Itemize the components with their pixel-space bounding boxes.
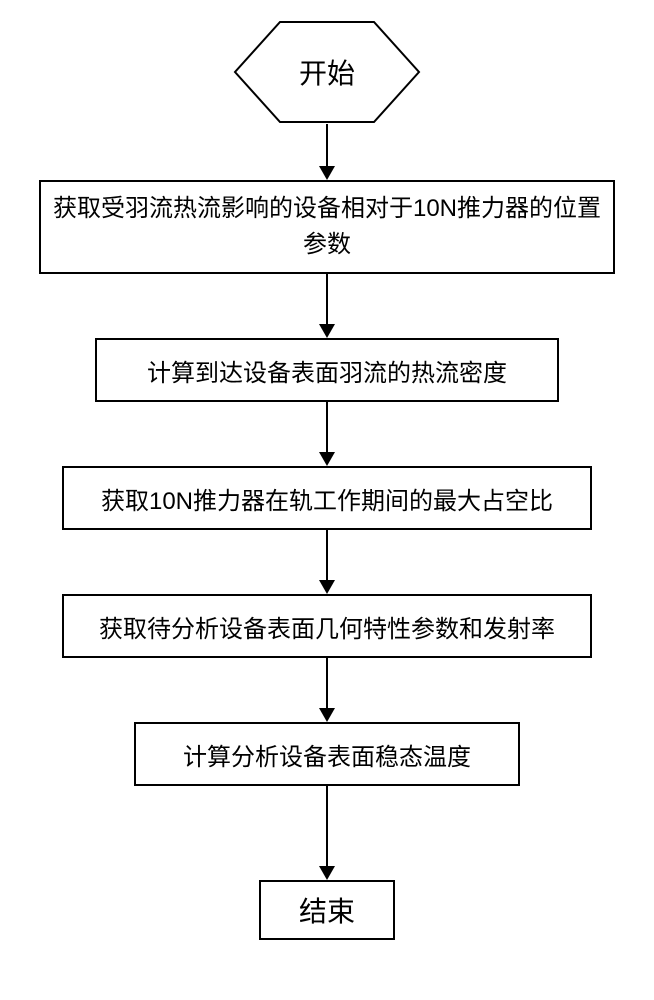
edge-2 (326, 402, 328, 452)
step-3: 获取10N推力器在轨工作期间的最大占空比 (62, 466, 592, 530)
edge-0-head (319, 166, 335, 180)
end-label: 结束 (299, 890, 355, 930)
step-1: 获取受羽流热流影响的设备相对于10N推力器的位置参数 (39, 180, 615, 274)
step-2: 计算到达设备表面羽流的热流密度 (95, 338, 559, 402)
edge-4-head (319, 708, 335, 722)
step-4: 获取待分析设备表面几何特性参数和发射率 (62, 594, 592, 658)
start-label: 开始 (299, 52, 355, 92)
edge-1-head (319, 324, 335, 338)
step-3-label: 获取10N推力器在轨工作期间的最大占空比 (101, 481, 553, 516)
edge-3-head (319, 580, 335, 594)
step-5-label: 计算分析设备表面稳态温度 (183, 737, 471, 772)
step-4-label: 获取待分析设备表面几何特性参数和发射率 (99, 609, 555, 644)
edge-1 (326, 274, 328, 324)
flowchart-canvas: 开始 获取受羽流热流影响的设备相对于10N推力器的位置参数 计算到达设备表面羽流… (0, 0, 654, 1000)
edge-3 (326, 530, 328, 580)
start-node: 开始 (233, 20, 421, 124)
edge-5-head (319, 866, 335, 880)
step-1-label: 获取受羽流热流影响的设备相对于10N推力器的位置参数 (51, 191, 603, 263)
step-2-label: 计算到达设备表面羽流的热流密度 (147, 353, 507, 388)
edge-5 (326, 786, 328, 866)
step-5: 计算分析设备表面稳态温度 (134, 722, 520, 786)
edge-0 (326, 124, 328, 166)
end-node: 结束 (259, 880, 395, 940)
edge-2-head (319, 452, 335, 466)
edge-4 (326, 658, 328, 708)
